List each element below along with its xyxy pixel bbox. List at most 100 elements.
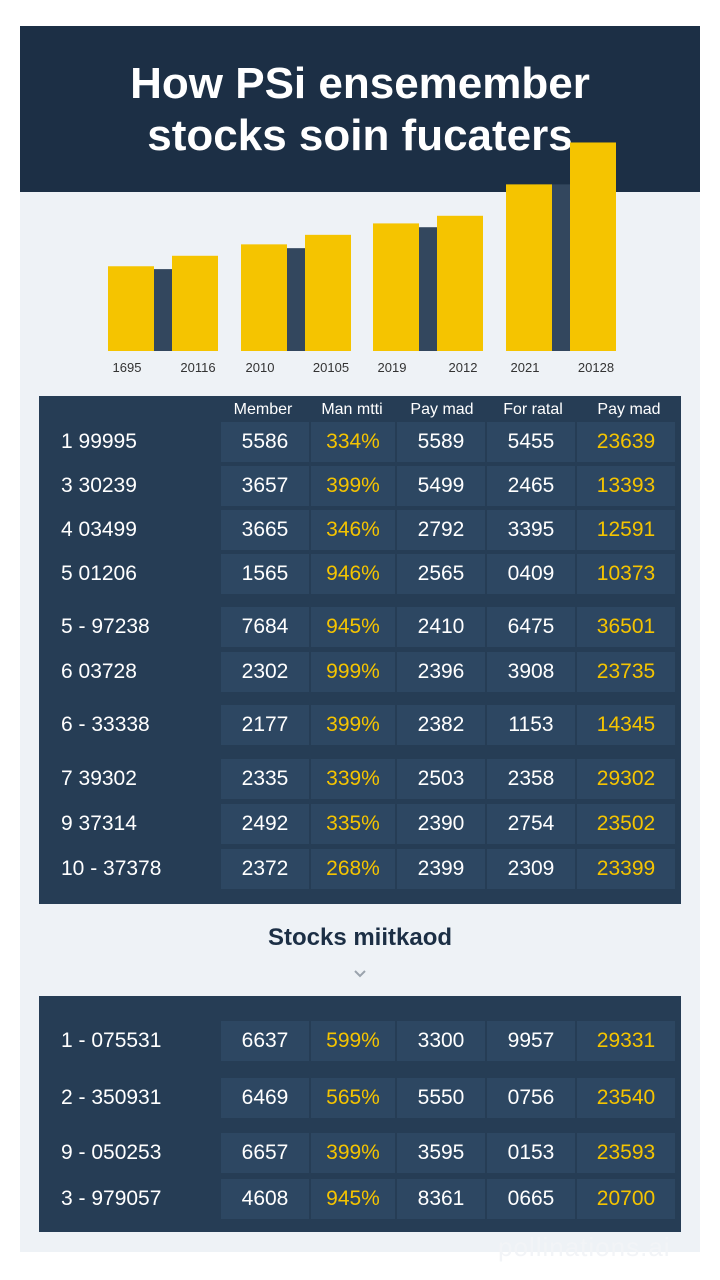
column-header: For ratal [503, 401, 563, 418]
cell-id: 7 39302 [61, 767, 137, 790]
cell-id: 6 - 33338 [61, 713, 150, 736]
cell-c5: 20700 [577, 1179, 675, 1219]
cell-c2: 334% [311, 422, 395, 462]
cell-c5: 36501 [577, 607, 675, 647]
table-row[interactable]: 6 - 33338 2177 399% 2382 1153 14345 [39, 705, 681, 745]
cell-id: 9 - 050253 [61, 1141, 162, 1164]
cell-c5: 23502 [577, 804, 675, 844]
page-title: How PSi ensemember stocks soin fucaters [40, 58, 680, 162]
table-row[interactable]: 1 99995 5586 334% 5589 5455 23639 [39, 422, 681, 462]
cell-id: 5 - 97238 [61, 615, 150, 638]
chevron-down-icon[interactable] [352, 966, 368, 982]
cell-c3: 2396 [397, 652, 485, 692]
table-row[interactable]: 1 - 075531 6637 599% 3300 9957 29331 [39, 1021, 681, 1061]
cell-c2: 399% [311, 466, 395, 506]
cell-id: 5 01206 [61, 562, 137, 585]
cell-c3: 2410 [397, 607, 485, 647]
cell-c1: 2335 [221, 759, 309, 799]
cell-c5: 29302 [577, 759, 675, 799]
cell-c4: 3395 [487, 510, 575, 550]
cell-c5: 13393 [577, 466, 675, 506]
cell-c3: 2399 [397, 849, 485, 889]
cell-c5: 23593 [577, 1133, 675, 1173]
cell-c1: 2492 [221, 804, 309, 844]
cell-c5: 23540 [577, 1078, 675, 1118]
column-header: Man mtti [321, 401, 383, 418]
table-row[interactable]: 9 37314 2492 335% 2390 2754 23502 [39, 804, 681, 844]
cell-c3: 8361 [397, 1179, 485, 1219]
cell-c2: 268% [311, 849, 395, 889]
cell-c1: 6657 [221, 1133, 309, 1173]
title-line-2: stocks soin fucaters [147, 111, 573, 160]
table-row[interactable]: 4 03499 3665 346% 2792 3395 12591 [39, 510, 681, 550]
cell-c3: 5550 [397, 1078, 485, 1118]
cell-c3: 3595 [397, 1133, 485, 1173]
cell-c1: 1565 [221, 554, 309, 594]
cell-c1: 2177 [221, 705, 309, 745]
column-header: Pay mad [410, 401, 474, 418]
cell-id: 9 37314 [61, 812, 137, 835]
cell-c1: 2302 [221, 652, 309, 692]
cell-id: 10 - 37378 [61, 857, 162, 880]
cell-c4: 0153 [487, 1133, 575, 1173]
table-row[interactable]: 9 - 050253 6657 399% 3595 0153 23593 [39, 1133, 681, 1173]
cell-c2: 945% [311, 1179, 395, 1219]
cell-c4: 0665 [487, 1179, 575, 1219]
cell-c5: 23639 [577, 422, 675, 462]
cell-c5: 12591 [577, 510, 675, 550]
table-row[interactable]: 3 - 979057 4608 945% 8361 0665 20700 [39, 1179, 681, 1219]
cell-c2: 945% [311, 607, 395, 647]
section-subtitle: Stocks miitkaod [267, 924, 453, 951]
cell-c4: 2754 [487, 804, 575, 844]
cell-c2: 565% [311, 1078, 395, 1118]
cell-c5: 23735 [577, 652, 675, 692]
table-row[interactable]: 5 01206 1565 946% 2565 0409 10373 [39, 554, 681, 594]
cell-c3: 5499 [397, 466, 485, 506]
cell-c5: 14345 [577, 705, 675, 745]
cell-c3: 2382 [397, 705, 485, 745]
table-row[interactable]: 5 - 97238 7684 945% 2410 6475 36501 [39, 607, 681, 647]
cell-c4: 9957 [487, 1021, 575, 1061]
table-row[interactable]: 6 03728 2302 999% 2396 3908 23735 [39, 652, 681, 692]
cell-id: 4 03499 [61, 518, 137, 541]
cell-c2: 399% [311, 705, 395, 745]
column-header: Pay mad [597, 401, 661, 418]
cell-c4: 6475 [487, 607, 575, 647]
cell-c2: 339% [311, 759, 395, 799]
cell-c1: 5586 [221, 422, 309, 462]
cell-c1: 2372 [221, 849, 309, 889]
cell-c2: 335% [311, 804, 395, 844]
table-row[interactable]: 3 30239 3657 399% 5499 2465 13393 [39, 466, 681, 506]
cell-c4: 2465 [487, 466, 575, 506]
cell-c1: 3665 [221, 510, 309, 550]
cell-c4: 5455 [487, 422, 575, 462]
cell-c4: 0756 [487, 1078, 575, 1118]
cell-c4: 0409 [487, 554, 575, 594]
cell-c2: 399% [311, 1133, 395, 1173]
cell-c4: 2309 [487, 849, 575, 889]
table-row[interactable]: 10 - 37378 2372 268% 2399 2309 23399 [39, 849, 681, 889]
cell-c5: 10373 [577, 554, 675, 594]
cell-c3: 2792 [397, 510, 485, 550]
cell-c2: 999% [311, 652, 395, 692]
cell-id: 6 03728 [61, 660, 137, 683]
table-row[interactable]: 7 39302 2335 339% 2503 2358 29302 [39, 759, 681, 799]
cell-id: 2 - 350931 [61, 1086, 162, 1109]
cell-c2: 346% [311, 510, 395, 550]
cell-id: 1 - 075531 [61, 1029, 162, 1052]
cell-c3: 2503 [397, 759, 485, 799]
watermark: pollinations.ai [498, 1232, 671, 1262]
cell-c1: 7684 [221, 607, 309, 647]
cell-c1: 4608 [221, 1179, 309, 1219]
cell-c2: 946% [311, 554, 395, 594]
cell-c5: 29331 [577, 1021, 675, 1061]
cell-c3: 3300 [397, 1021, 485, 1061]
table-row[interactable]: 2 - 350931 6469 565% 5550 0756 23540 [39, 1078, 681, 1118]
cell-id: 3 30239 [61, 474, 137, 497]
column-header: Member [233, 401, 293, 418]
cell-c1: 6469 [221, 1078, 309, 1118]
cell-c3: 2390 [397, 804, 485, 844]
cell-c4: 3908 [487, 652, 575, 692]
cell-c3: 2565 [397, 554, 485, 594]
cell-c4: 2358 [487, 759, 575, 799]
